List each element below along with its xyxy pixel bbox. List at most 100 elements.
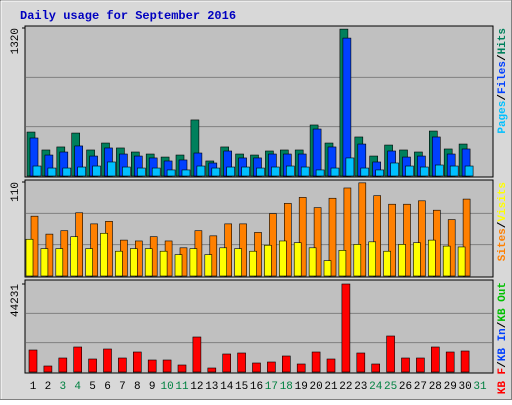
bar bbox=[130, 248, 138, 277]
bar bbox=[296, 363, 306, 373]
bar bbox=[103, 348, 112, 373]
bar bbox=[219, 247, 227, 277]
bar bbox=[40, 248, 49, 277]
bar bbox=[420, 166, 429, 177]
bar bbox=[449, 165, 459, 177]
bar bbox=[256, 167, 265, 177]
bar bbox=[460, 350, 470, 373]
x-tick-label: 3 bbox=[59, 381, 66, 393]
bar bbox=[264, 244, 272, 277]
bar bbox=[252, 362, 261, 373]
x-tick-label: 20 bbox=[309, 381, 322, 393]
bar bbox=[341, 283, 351, 373]
bar bbox=[62, 167, 72, 177]
bar bbox=[328, 197, 337, 277]
x-tick-label: 13 bbox=[205, 381, 218, 393]
x-tick-label: 19 bbox=[295, 381, 308, 393]
bar bbox=[226, 166, 235, 177]
x-tick-label: 14 bbox=[220, 381, 234, 393]
x-tick-label: 24 bbox=[369, 381, 383, 393]
legend-separator: / bbox=[497, 361, 509, 368]
bar bbox=[311, 351, 321, 373]
bar bbox=[330, 167, 340, 177]
bar bbox=[356, 352, 366, 373]
bar bbox=[371, 363, 381, 373]
legend-entry: Hits bbox=[497, 28, 509, 54]
bar bbox=[166, 169, 176, 177]
bar bbox=[25, 238, 34, 277]
x-tick-label: 21 bbox=[324, 381, 338, 393]
bar bbox=[174, 254, 183, 277]
bar bbox=[315, 169, 325, 177]
x-tick-label: 29 bbox=[444, 381, 457, 393]
bar bbox=[416, 357, 425, 373]
x-tick-label: 8 bbox=[134, 381, 141, 393]
bar bbox=[312, 128, 322, 177]
bar bbox=[313, 207, 322, 277]
bar bbox=[360, 167, 370, 177]
plot-area bbox=[24, 25, 494, 178]
bar bbox=[343, 187, 352, 277]
bar bbox=[100, 232, 108, 277]
legend-separator: / bbox=[497, 321, 509, 328]
y-tick-label: 1320 bbox=[10, 28, 22, 54]
bar bbox=[326, 358, 336, 373]
bar bbox=[285, 165, 295, 177]
bar bbox=[58, 357, 68, 373]
bar bbox=[293, 242, 302, 277]
bar bbox=[237, 352, 246, 373]
bar bbox=[88, 358, 97, 373]
bar bbox=[323, 260, 332, 277]
legend-entry: KB Out bbox=[497, 282, 509, 322]
bar bbox=[405, 165, 414, 177]
bar bbox=[281, 355, 291, 373]
x-tick-label: 10 bbox=[160, 381, 173, 393]
legend: KB F/KB In/KB Out bbox=[497, 282, 509, 394]
bar bbox=[398, 244, 406, 277]
bar bbox=[269, 213, 277, 277]
bar bbox=[445, 351, 455, 373]
bar bbox=[298, 197, 307, 277]
legend: Pages/Files/Hits bbox=[497, 28, 509, 134]
bar bbox=[353, 244, 362, 277]
x-tick-label: 18 bbox=[280, 381, 293, 393]
bar bbox=[115, 250, 123, 277]
bar bbox=[47, 167, 57, 177]
bar bbox=[267, 361, 276, 373]
bar bbox=[107, 161, 116, 177]
legend-entry: Sites bbox=[497, 228, 509, 261]
bar bbox=[55, 248, 64, 277]
bar bbox=[338, 250, 347, 277]
bar bbox=[43, 365, 53, 373]
y-tick-label: 44231 bbox=[10, 284, 22, 317]
bar bbox=[390, 162, 399, 177]
legend: Sites/Visits bbox=[497, 182, 509, 261]
bar bbox=[345, 157, 355, 177]
bar bbox=[151, 167, 161, 177]
bar bbox=[383, 250, 391, 277]
legend-entry: Pages bbox=[497, 101, 509, 134]
x-tick-label: 11 bbox=[175, 381, 189, 393]
x-tick-label: 23 bbox=[354, 381, 367, 393]
bar bbox=[413, 242, 421, 277]
bar bbox=[241, 166, 250, 177]
bar bbox=[222, 353, 231, 373]
x-tick-label: 12 bbox=[190, 381, 203, 393]
bar bbox=[189, 248, 198, 277]
x-tick-label: 16 bbox=[250, 381, 263, 393]
x-tick-label: 31 bbox=[473, 381, 487, 393]
bar bbox=[434, 164, 444, 177]
legend-entry: Files bbox=[497, 61, 509, 94]
bar bbox=[388, 203, 396, 277]
x-tick-label: 22 bbox=[339, 381, 352, 393]
legend-separator: / bbox=[497, 221, 509, 228]
plot-area bbox=[24, 279, 494, 374]
bar bbox=[137, 167, 146, 177]
bar bbox=[162, 359, 172, 373]
bar bbox=[418, 200, 426, 277]
x-tick-label: 6 bbox=[104, 381, 111, 393]
bar bbox=[144, 248, 153, 277]
legend-separator: / bbox=[497, 54, 509, 61]
bar bbox=[181, 169, 191, 177]
bar bbox=[147, 359, 157, 373]
